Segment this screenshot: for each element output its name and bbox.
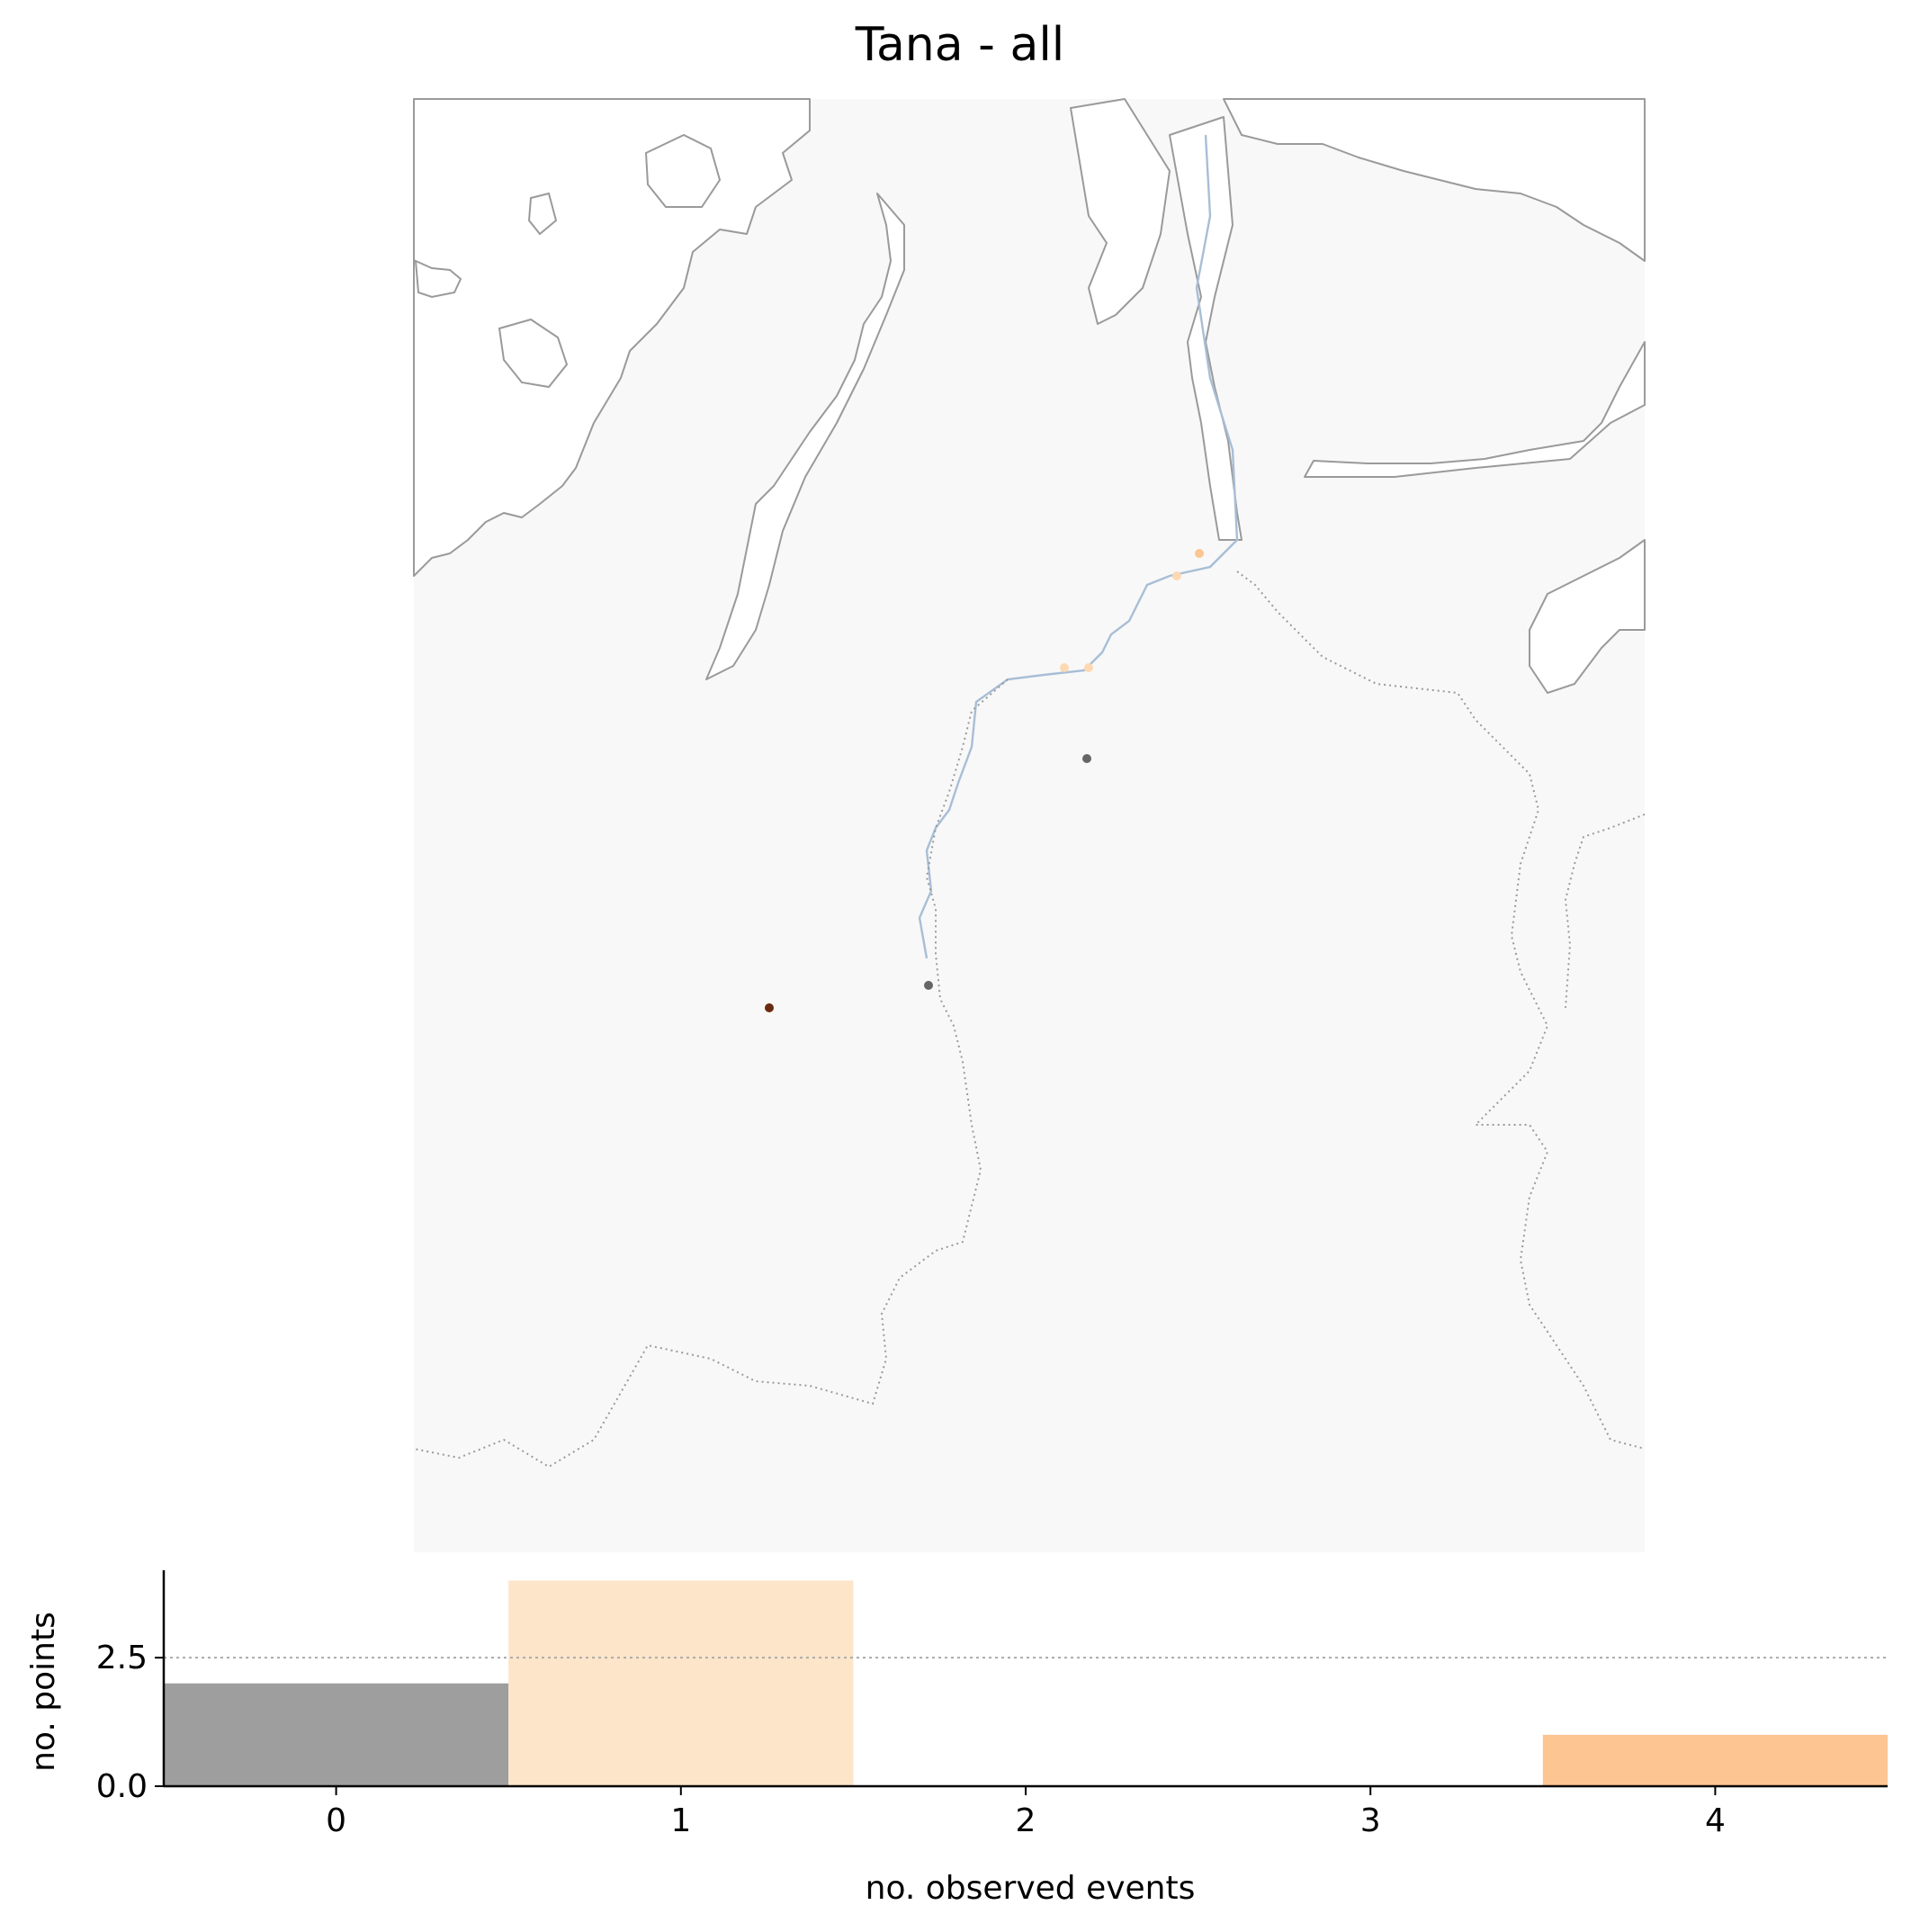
fjord-laks: [1070, 98, 1171, 325]
map-point: [1060, 663, 1069, 672]
map-point: [1082, 754, 1091, 763]
map-point: [924, 981, 933, 990]
national-borders: [413, 571, 1646, 1469]
island-4: [527, 192, 558, 236]
x-tick-label: 0: [326, 1802, 346, 1839]
map-point: [1084, 663, 1093, 672]
x-tick-label: 4: [1705, 1802, 1726, 1839]
x-tick-label: 3: [1360, 1802, 1381, 1839]
histogram-bars: [164, 1580, 1888, 1786]
map-point: [1172, 571, 1181, 580]
y-tick-label: 0.0: [96, 1768, 148, 1805]
island-2: [498, 318, 569, 389]
coastline: [413, 98, 1646, 694]
sea-northeast: [1223, 98, 1646, 262]
x-tick-label: 2: [1016, 1802, 1036, 1839]
border-norway-finland: [1236, 571, 1646, 1450]
fjord-varanger: [1304, 341, 1646, 478]
x-axis-label: no. observed events: [866, 1870, 1196, 1907]
observation-points: [765, 549, 1204, 1012]
border-finland-sweden: [413, 678, 1009, 1469]
x-tick-label: 1: [670, 1802, 691, 1839]
map-point: [1195, 549, 1204, 558]
map-point: [765, 1003, 774, 1012]
map: [413, 98, 1646, 1469]
y-tick-label: 2.5: [96, 1640, 148, 1676]
fjord-tana: [1169, 116, 1243, 541]
y-axis-label: no. points: [25, 1612, 62, 1772]
islands: [414, 133, 722, 389]
sea-east: [1529, 539, 1646, 694]
histogram-bar: [508, 1580, 854, 1786]
fjord-porsanger: [705, 193, 905, 680]
sea-west: [413, 98, 811, 577]
x-ticks: 0 1 2 3 4: [326, 1786, 1726, 1839]
y-ticks: 0.0 2.5: [96, 1640, 164, 1805]
histogram-bar: [164, 1683, 509, 1786]
island-3: [644, 133, 722, 208]
figure-title: Tana - all: [855, 18, 1065, 72]
island-1: [414, 259, 462, 299]
histogram-bar: [1542, 1734, 1888, 1786]
